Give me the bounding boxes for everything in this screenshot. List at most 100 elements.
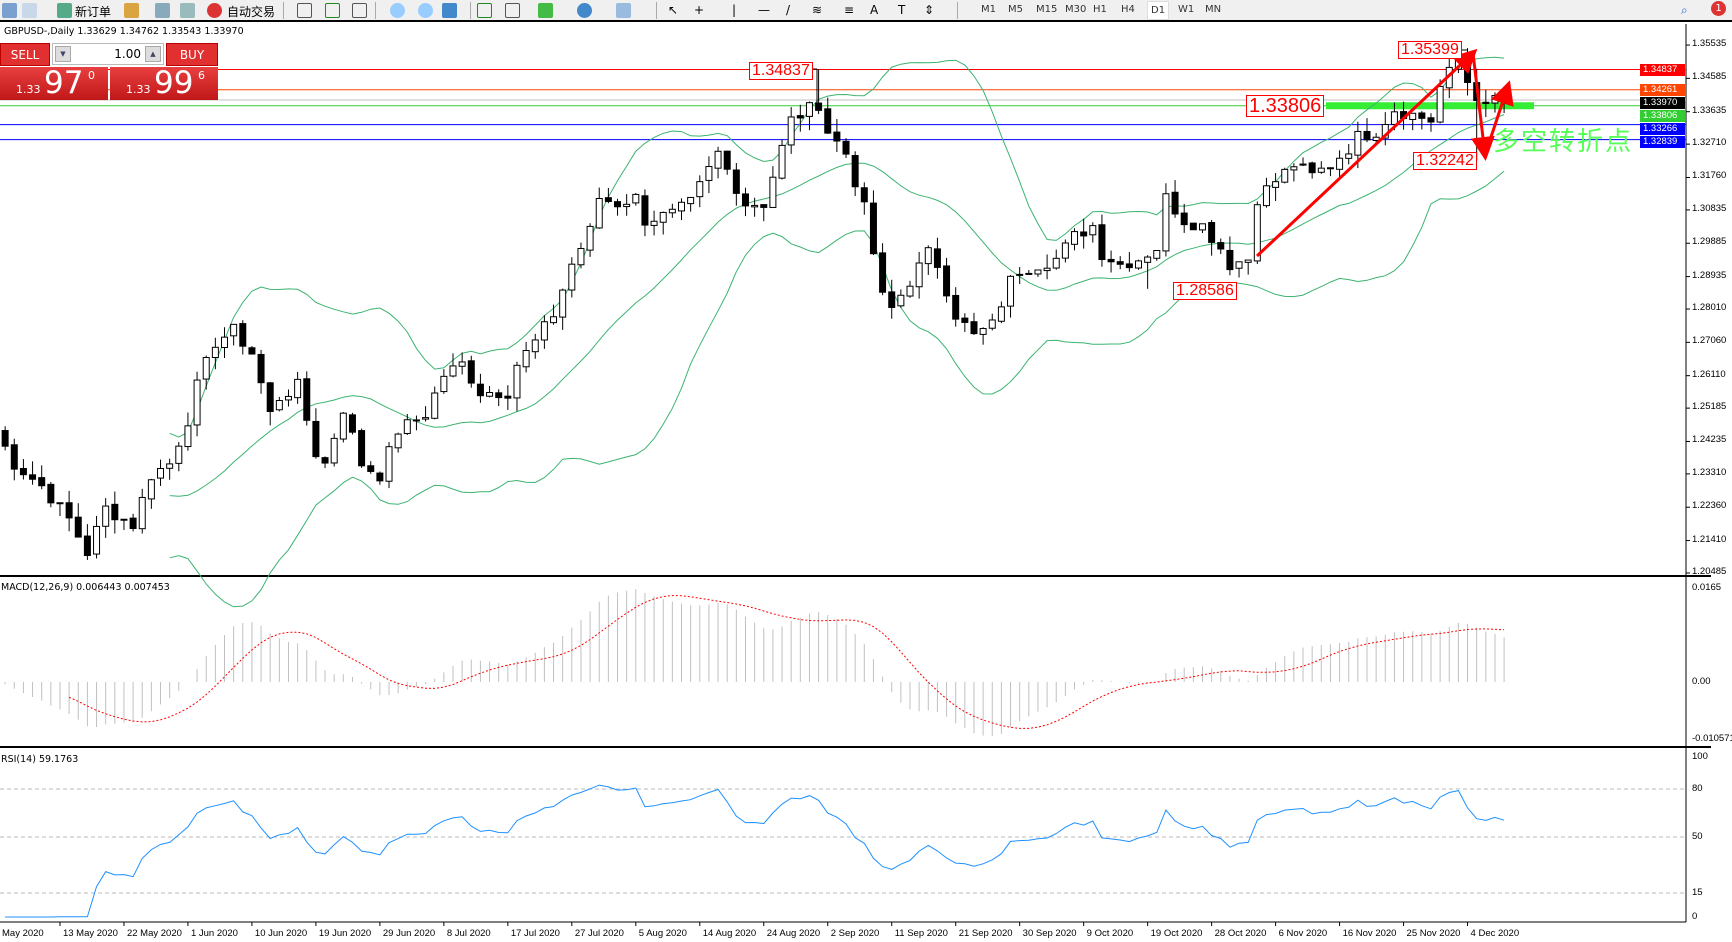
- candle: [47, 482, 55, 508]
- line-chart-icon[interactable]: [352, 3, 367, 18]
- candlestick-icon[interactable]: [325, 3, 340, 18]
- sell-button[interactable]: SELL: [0, 43, 50, 66]
- lot-decrease-icon[interactable]: ▼: [55, 46, 71, 62]
- zoom-window-icon[interactable]: [22, 3, 37, 18]
- candle-body: [860, 187, 868, 203]
- search-icon[interactable]: ⌕: [1681, 3, 1688, 17]
- buy-button[interactable]: BUY: [166, 43, 218, 66]
- candle: [257, 349, 265, 394]
- candle: [83, 524, 91, 560]
- candle-body: [1281, 168, 1289, 183]
- text-icon[interactable]: A: [870, 3, 879, 17]
- candle-body: [1427, 117, 1435, 123]
- candle-body: [1226, 249, 1234, 271]
- indicators-icon[interactable]: [538, 3, 553, 18]
- timeframe-m1[interactable]: M1: [981, 4, 996, 15]
- cursor-icon[interactable]: ↖: [668, 3, 679, 17]
- timeframe-h1[interactable]: H1: [1093, 4, 1107, 15]
- lot-size-input[interactable]: ▼ 1.00 ▲: [52, 43, 164, 65]
- candle-body: [1098, 224, 1106, 261]
- chart-icon[interactable]: [2, 3, 17, 18]
- candle-body: [1180, 212, 1188, 226]
- date-label: 25 Nov 2020: [1406, 928, 1461, 939]
- candle: [1208, 219, 1216, 256]
- zoom-in-icon[interactable]: [390, 3, 405, 18]
- timeframe-w1[interactable]: W1: [1178, 4, 1195, 15]
- chart-shift-icon[interactable]: [477, 3, 492, 18]
- candle: [988, 313, 996, 331]
- tile-windows-icon[interactable]: [442, 3, 457, 18]
- candle-body: [577, 247, 585, 266]
- crosshair-icon[interactable]: +: [694, 3, 705, 17]
- candle: [202, 355, 210, 390]
- arrows-icon[interactable]: ⇕: [924, 3, 935, 17]
- candle: [147, 478, 155, 509]
- timeframe-m15[interactable]: M15: [1036, 4, 1058, 15]
- rsi-line: [5, 784, 1505, 918]
- autoscroll-icon[interactable]: [505, 3, 520, 18]
- candle-body: [358, 430, 366, 467]
- candle: [952, 287, 960, 327]
- bar-chart-icon[interactable]: [297, 3, 312, 18]
- new-order-button[interactable]: 新订单: [75, 5, 112, 19]
- candle: [412, 415, 420, 431]
- candle: [431, 386, 439, 420]
- candle-body: [1354, 130, 1362, 156]
- candle: [1409, 112, 1417, 131]
- candle: [723, 150, 731, 175]
- candle-body: [687, 196, 695, 205]
- metaeditor-icon[interactable]: [124, 3, 139, 18]
- trendline-icon[interactable]: /: [786, 3, 791, 17]
- candle-body: [202, 357, 210, 380]
- candle-body: [221, 336, 228, 349]
- timeframe-mn[interactable]: MN: [1205, 4, 1222, 15]
- timeframe-m30[interactable]: M30: [1065, 4, 1087, 15]
- lot-increase-icon[interactable]: ▲: [145, 46, 161, 62]
- buy-price-button[interactable]: 1.33 99 6: [110, 65, 218, 101]
- candle-body: [1290, 166, 1298, 171]
- timeframe-m5[interactable]: M5: [1008, 4, 1023, 15]
- candle-body: [513, 364, 521, 399]
- candle: [851, 151, 859, 197]
- candle-body: [385, 446, 393, 482]
- timeframe-h4[interactable]: H4: [1121, 4, 1135, 15]
- candle: [778, 139, 786, 180]
- sell-price-button[interactable]: 1.33 97 0: [0, 65, 108, 101]
- candle-body: [1043, 267, 1051, 272]
- channel-icon[interactable]: ≡: [844, 3, 855, 17]
- auto-trading-button[interactable]: 自动交易: [227, 5, 276, 19]
- candle-body: [1025, 272, 1033, 275]
- terminal-icon[interactable]: [155, 3, 170, 18]
- candle-body: [824, 108, 832, 134]
- candle: [623, 194, 631, 216]
- candle: [38, 465, 46, 490]
- rsi-tick-label: 50: [1692, 831, 1703, 842]
- signal-icon[interactable]: [180, 3, 195, 18]
- candle-body: [614, 201, 622, 208]
- candle-body: [1235, 261, 1243, 269]
- auto-trading-icon: [207, 3, 222, 18]
- candle-body: [1454, 58, 1462, 70]
- candle: [1372, 132, 1380, 144]
- templates-icon[interactable]: [616, 3, 631, 18]
- candle: [221, 327, 228, 359]
- fibo-icon[interactable]: ≋: [812, 3, 823, 17]
- candle-body: [83, 535, 91, 557]
- candle: [284, 389, 292, 407]
- candle-body: [760, 204, 768, 208]
- candle-body: [303, 378, 311, 421]
- text-label-icon[interactable]: T: [898, 3, 906, 17]
- timeframe-d1[interactable]: D1: [1147, 1, 1170, 20]
- candle: [111, 491, 119, 534]
- horizontal-line-icon[interactable]: —: [758, 3, 770, 17]
- candle-body: [943, 265, 951, 297]
- zoom-out-icon[interactable]: [418, 3, 433, 18]
- candle: [650, 210, 658, 236]
- vertical-line-icon[interactable]: |: [732, 3, 737, 17]
- date-label: 2 Sep 2020: [830, 928, 880, 939]
- periods-icon[interactable]: [577, 3, 592, 18]
- date-label: 19 Jun 2020: [318, 928, 372, 939]
- candle: [531, 333, 539, 359]
- notification-badge[interactable]: 1: [1711, 1, 1726, 16]
